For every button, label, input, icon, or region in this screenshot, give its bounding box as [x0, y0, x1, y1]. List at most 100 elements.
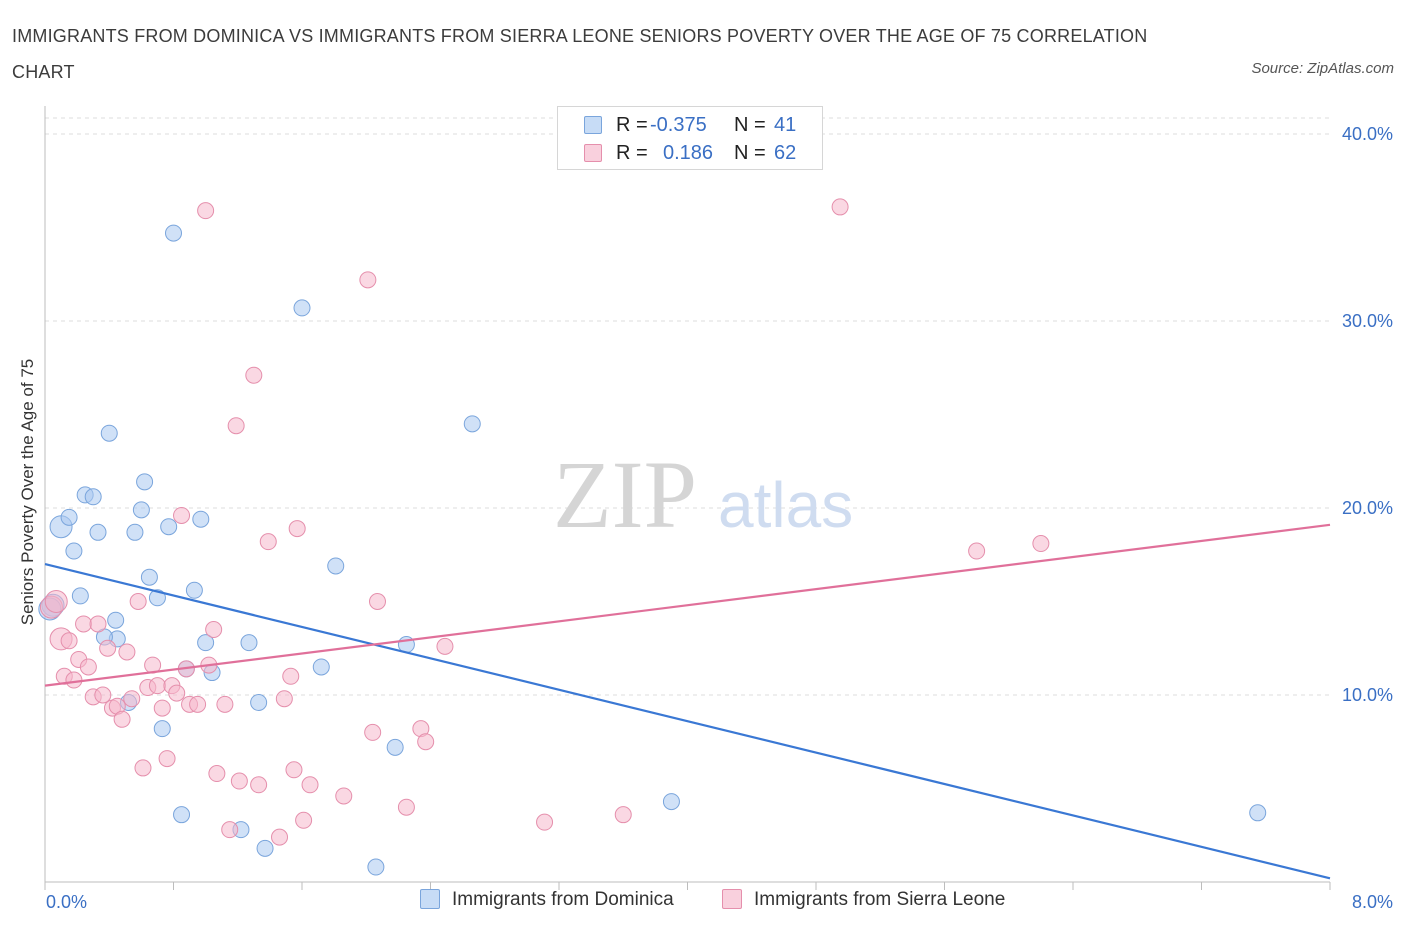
point-sierra-leone — [89, 615, 107, 633]
point-sierra-leone — [230, 772, 248, 790]
trendline-dominica — [44, 563, 1331, 880]
point-sierra-leone — [44, 590, 68, 613]
point-dominica — [148, 589, 166, 607]
point-sierra-leone — [335, 787, 353, 805]
point-sierra-leone — [99, 639, 117, 657]
point-dominica — [256, 839, 274, 857]
point-sierra-leone — [118, 643, 136, 661]
point-sierra-leone — [831, 198, 849, 216]
point-sierra-leone — [275, 690, 293, 708]
legend-r-value: -0.375 — [650, 114, 707, 136]
legend-r-value: 0.186 — [663, 142, 714, 164]
bottom-legend-dominica: Immigrants from Dominica — [420, 889, 674, 911]
legend-n-value: 41 — [774, 114, 797, 136]
point-dominica — [197, 634, 215, 652]
point-dominica — [84, 488, 102, 506]
legend-r-label: R = — [616, 114, 648, 136]
watermark-atlas: atlas — [718, 469, 853, 541]
point-dominica — [100, 424, 118, 442]
point-sierra-leone — [359, 271, 377, 289]
point-sierra-leone — [271, 828, 289, 846]
point-dominica — [367, 858, 385, 876]
tick-labels: 10.0% 20.0% 30.0% 40.0% 0.0% 8.0% — [46, 124, 1393, 912]
point-dominica — [293, 299, 311, 317]
y-tick-label: 30.0% — [1342, 311, 1393, 331]
point-dominica — [240, 634, 258, 652]
data-points — [38, 198, 1267, 876]
point-sierra-leone — [158, 750, 176, 768]
legend-swatch-sierra-leone — [584, 144, 602, 162]
point-sierra-leone — [148, 677, 166, 695]
point-dominica — [192, 510, 210, 528]
chart-title: IMMIGRANTS FROM DOMINICA VS IMMIGRANTS F… — [12, 26, 1148, 82]
point-sierra-leone — [295, 811, 313, 829]
point-sierra-leone — [60, 632, 78, 650]
point-sierra-leone — [153, 699, 171, 717]
axes — [44, 106, 1331, 890]
point-sierra-leone — [364, 723, 382, 741]
point-sierra-leone — [250, 776, 268, 794]
point-sierra-leone — [205, 621, 223, 639]
point-dominica — [71, 587, 89, 605]
correlation-legend: R = -0.375 N = 41 R = 0.186 N = 62 — [557, 106, 823, 170]
y-axis-label: Seniors Poverty Over the Age of 75 — [18, 358, 37, 626]
point-sierra-leone — [173, 506, 191, 524]
point-sierra-leone — [436, 637, 454, 655]
point-dominica — [463, 415, 481, 433]
y-tick-label: 40.0% — [1342, 124, 1393, 144]
point-sierra-leone — [368, 593, 386, 610]
point-sierra-leone — [75, 615, 93, 633]
point-dominica — [60, 508, 78, 526]
point-sierra-leone — [614, 806, 632, 824]
legend-n-label: N = — [734, 114, 766, 136]
point-dominica — [662, 793, 680, 811]
trend-lines — [44, 523, 1331, 880]
point-sierra-leone — [1032, 535, 1050, 553]
bottom-legend-sierra-leone: Immigrants from Sierra Leone — [722, 889, 1005, 911]
point-sierra-leone — [134, 759, 152, 777]
point-sierra-leone — [129, 593, 147, 610]
point-sierra-leone — [259, 533, 277, 551]
watermark-zip: ZIP — [553, 441, 697, 548]
bottom-legend-label-sierra-leone: Immigrants from Sierra Leone — [754, 889, 1006, 910]
point-sierra-leone — [536, 813, 554, 831]
point-dominica — [250, 693, 268, 711]
point-sierra-leone — [197, 202, 215, 220]
point-sierra-leone — [123, 690, 141, 708]
point-sierra-leone — [288, 520, 306, 538]
legend-n-value: 62 — [774, 142, 797, 164]
x-tick-label: 0.0% — [46, 892, 87, 912]
bottom-legend-swatch-sierra-leone — [722, 889, 742, 909]
point-sierra-leone — [168, 684, 186, 702]
point-sierra-leone — [285, 761, 303, 779]
point-dominica — [136, 473, 154, 491]
point-sierra-leone — [65, 671, 83, 689]
point-dominica — [65, 542, 83, 560]
point-dominica — [185, 581, 203, 599]
point-dominica — [312, 658, 330, 676]
trendline-sierra-leone — [44, 523, 1331, 687]
point-dominica — [140, 568, 158, 586]
bottom-legend-label-dominica: Immigrants from Dominica — [452, 889, 674, 910]
bottom-legend-swatch-dominica — [420, 889, 440, 909]
point-sierra-leone — [221, 821, 239, 839]
point-dominica — [153, 720, 171, 738]
grid-lines — [45, 117, 1330, 696]
x-tick-label: 8.0% — [1352, 892, 1393, 912]
point-dominica — [1249, 804, 1267, 822]
point-sierra-leone — [227, 417, 245, 435]
point-sierra-leone — [245, 366, 263, 384]
y-tick-label: 10.0% — [1342, 685, 1393, 705]
point-sierra-leone — [94, 686, 112, 704]
y-tick-label: 20.0% — [1342, 498, 1393, 518]
legend-r-label: R = — [616, 142, 648, 164]
point-sierra-leone — [282, 667, 300, 685]
legend-n-label: N = — [734, 142, 766, 164]
point-dominica — [89, 523, 107, 541]
point-dominica — [327, 557, 345, 575]
source-credit: Source: ZipAtlas.com — [1251, 60, 1394, 77]
point-sierra-leone — [113, 710, 131, 728]
point-dominica — [132, 501, 150, 519]
point-dominica — [107, 611, 125, 629]
